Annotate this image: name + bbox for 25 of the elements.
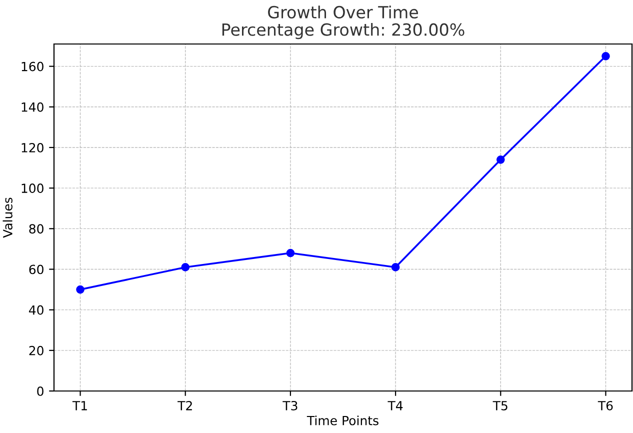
point xyxy=(391,263,400,272)
x-tick-label: T1 xyxy=(72,401,87,410)
y-tick-label: 40 xyxy=(28,305,44,315)
point xyxy=(181,263,190,272)
y-tick-label: 20 xyxy=(29,346,44,356)
y-tick-label: 80 xyxy=(29,224,44,234)
point xyxy=(286,248,295,258)
y-tick-label: 100 xyxy=(22,184,44,194)
x-tick-label: T4 xyxy=(388,401,403,410)
y-tick-label: 0 xyxy=(37,386,44,396)
y-tick-label: 120 xyxy=(22,142,44,152)
x-tick-label: T3 xyxy=(282,400,298,410)
x-tick-label: T6 xyxy=(598,400,613,410)
x-tick-label: T2 xyxy=(178,400,192,410)
y-tick-label: 140 xyxy=(22,102,44,112)
chart-subtitle: Percentage Growth: 230.00% xyxy=(222,23,464,40)
point xyxy=(602,52,610,60)
x-axis-title: Time Points xyxy=(306,416,378,426)
x-tick-label: T5 xyxy=(492,401,508,410)
point xyxy=(496,156,505,164)
y-axis-title: Values xyxy=(2,198,12,238)
y-tick-label: 60 xyxy=(29,264,44,274)
chart-title: Growth Over Time xyxy=(268,6,418,19)
point xyxy=(76,285,84,294)
y-tick-label: 160 xyxy=(22,62,44,72)
